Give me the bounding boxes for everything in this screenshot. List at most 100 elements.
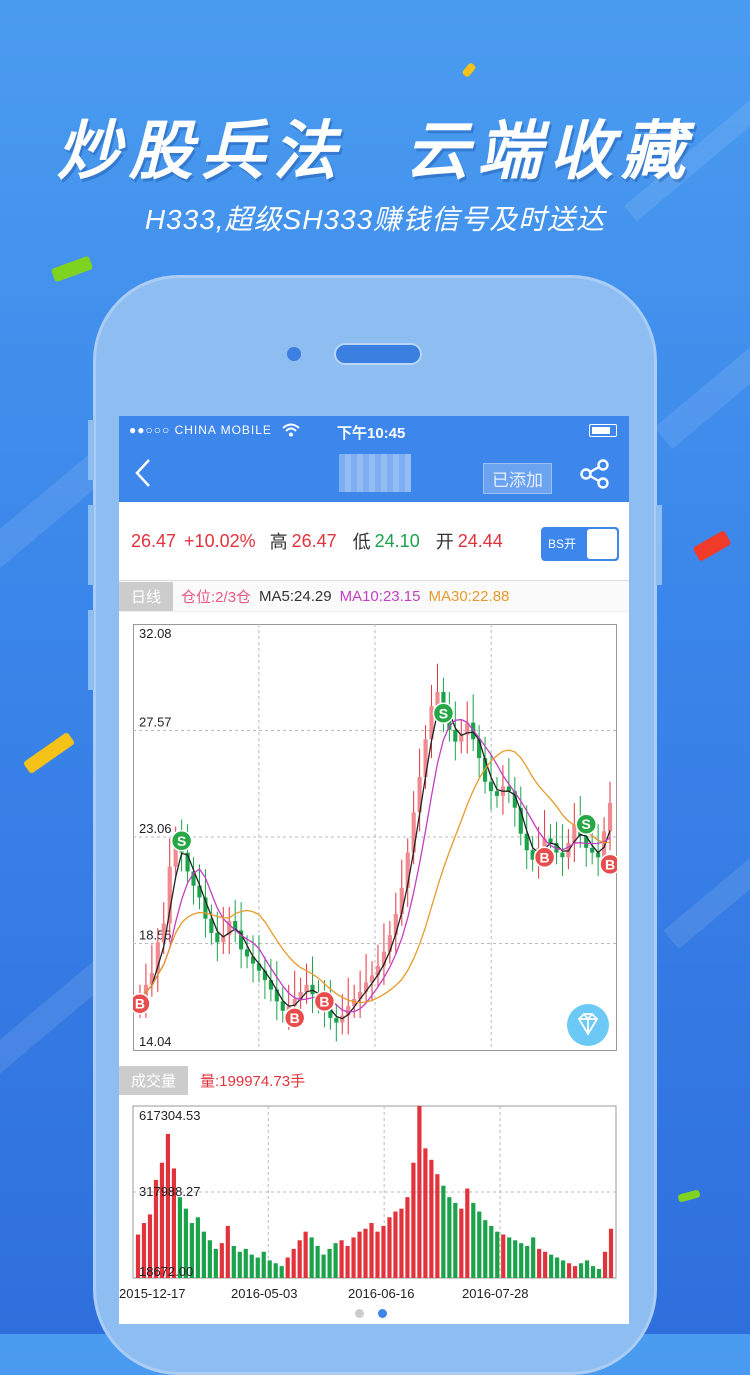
volume-bar (543, 1252, 547, 1278)
y-tick-label: 32.08 (139, 626, 172, 641)
volume-bar (214, 1249, 218, 1278)
volume-bar (579, 1263, 583, 1278)
volume-bar (561, 1260, 565, 1278)
ma10-label: MA10:23.15 (340, 588, 421, 605)
volume-bar (310, 1237, 314, 1278)
signal-letter: B (290, 1010, 300, 1026)
volume-bar (250, 1255, 254, 1278)
candle-body (495, 791, 499, 796)
volume-bar (429, 1160, 433, 1278)
x-tick-label: 2016-06-16 (348, 1286, 415, 1301)
volume-bar (280, 1266, 284, 1278)
bs-signal-toggle[interactable]: BS开 (541, 527, 619, 561)
buy-signal-marker: B (314, 991, 334, 1011)
volume-bar (447, 1197, 451, 1278)
page-dot-active[interactable] (378, 1309, 387, 1318)
volume-bar (208, 1240, 212, 1278)
volume-bar (274, 1263, 278, 1278)
added-button[interactable]: 已添加 (483, 463, 552, 494)
volume-bar (304, 1232, 308, 1278)
signal-letter: B (135, 996, 145, 1012)
volume-bar (339, 1240, 343, 1278)
volume-bar (417, 1106, 421, 1278)
confetti-shape (461, 62, 476, 78)
volume-bar (256, 1258, 260, 1278)
buy-signal-marker: B (600, 854, 617, 874)
confetti-shape (51, 256, 93, 283)
confetti-shape (692, 530, 731, 562)
candle-body (334, 1018, 338, 1023)
candle-body (245, 949, 249, 956)
volume-bar (292, 1249, 296, 1278)
bs-toggle-label: BS开 (548, 535, 576, 552)
volume-chart[interactable]: 617304.53 317988.27 18672.00 2015-12-17 2016… (119, 1102, 629, 1302)
signal-letter: B (319, 993, 329, 1009)
back-arrow-icon[interactable] (129, 456, 159, 490)
low-label: 低 (353, 528, 371, 554)
volume-bar (286, 1258, 290, 1278)
volume-bar (322, 1255, 326, 1278)
stock-name-blurred (339, 454, 411, 492)
volume-y-tick: 317988.27 (139, 1184, 200, 1199)
volume-bar (513, 1240, 517, 1278)
candle-body (560, 853, 564, 858)
open-value: 24.44 (458, 531, 503, 552)
candle-body (215, 933, 219, 942)
volume-bar (549, 1255, 553, 1278)
nav-bar: 已添加 (119, 444, 629, 502)
volume-y-tick: 617304.53 (139, 1108, 200, 1123)
volume-tab[interactable]: 成交量 (119, 1066, 188, 1095)
battery-icon (589, 424, 617, 437)
candle-body (168, 867, 172, 924)
volume-bar (531, 1237, 535, 1278)
open-label: 开 (436, 528, 454, 554)
volume-bar (405, 1197, 409, 1278)
candle-body (608, 803, 612, 831)
page-dot[interactable] (355, 1309, 364, 1318)
volume-bar (369, 1223, 373, 1278)
ma-legend-row: 日线 仓位:2/3仓 MA5:24.29 MA10:23.15 MA30:22.… (119, 581, 629, 612)
volume-bar (357, 1232, 361, 1278)
x-tick-label: 2016-07-28 (462, 1286, 529, 1301)
volume-bar (567, 1263, 571, 1278)
diamond-icon (567, 1004, 609, 1046)
volume-bar (435, 1174, 439, 1278)
y-tick-label: 27.57 (139, 715, 172, 730)
volume-bar (519, 1243, 523, 1278)
phone-side-button (88, 505, 94, 585)
high-label: 高 (270, 528, 288, 554)
volume-bar (220, 1243, 224, 1278)
volume-bar (453, 1203, 457, 1278)
phone-side-button (88, 420, 94, 480)
volume-bar (591, 1266, 595, 1278)
volume-bar (399, 1209, 403, 1278)
period-tab-daily[interactable]: 日线 (119, 582, 173, 611)
volume-bar (333, 1243, 337, 1278)
volume-bar (609, 1229, 613, 1278)
volume-bar (477, 1212, 481, 1278)
share-icon[interactable] (579, 458, 611, 490)
volume-bar (525, 1246, 529, 1278)
volume-bar (555, 1258, 559, 1278)
diamond-vip-button[interactable] (567, 1004, 609, 1046)
volume-bar (471, 1203, 475, 1278)
low-value: 24.10 (375, 531, 420, 552)
volume-bar (327, 1249, 331, 1278)
phone-side-button (88, 610, 94, 690)
status-bar: ●●○○○ CHINA MOBILE 下午10:45 (119, 416, 629, 444)
last-price: 26.47 (131, 531, 176, 552)
sell-signal-marker: S (172, 831, 192, 851)
ma30-label: MA30:22.88 (428, 588, 509, 605)
volume-bar (483, 1220, 487, 1278)
volume-bar (238, 1252, 242, 1278)
volume-bar (465, 1189, 469, 1278)
volume-bar (597, 1269, 601, 1278)
volume-bar (351, 1237, 355, 1278)
x-tick-label: 2015-12-17 (119, 1286, 186, 1301)
status-time: 下午10:45 (337, 422, 405, 443)
hero-title: 炒股兵法 云端收藏 (0, 100, 750, 192)
volume-bar (232, 1246, 236, 1278)
volume-bar (196, 1217, 200, 1278)
volume-bar (423, 1148, 427, 1278)
